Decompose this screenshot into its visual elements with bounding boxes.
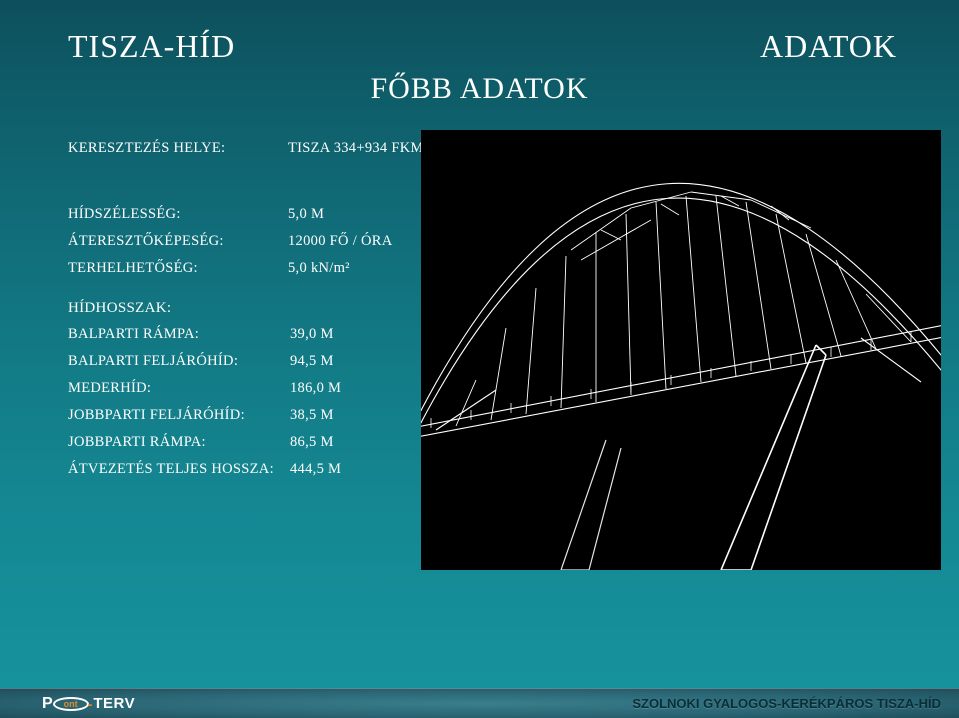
spec-label: JOBBPARTI FELJÁRÓHÍD: — [68, 407, 290, 424]
spec-row: BALPARTI FELJÁRÓHÍD: 94,5 M — [68, 353, 360, 370]
spec-subheading: HÍDHOSSZAK: — [68, 300, 171, 317]
spec-label: BALPARTI RÁMPA: — [68, 326, 290, 343]
spec-label: ÁTERESZTŐKÉPESÉG: — [68, 233, 288, 250]
spec-label: BALPARTI FELJÁRÓHÍD: — [68, 353, 290, 370]
spec-value: 39,0 M — [290, 326, 360, 343]
bridge-illustration — [421, 130, 941, 570]
spec-value: TISZA 334+934 FKM — [288, 140, 424, 157]
logo-text-terv: TERV — [93, 695, 135, 712]
bridge-svg — [421, 130, 941, 570]
spec-label: MEDERHÍD: — [68, 380, 290, 397]
logo-dash: - — [88, 696, 93, 712]
spec-value: 186,0 M — [290, 380, 360, 397]
logo-ellipse-icon: ont — [53, 697, 89, 711]
spec-label: HÍDSZÉLESSÉG: — [68, 206, 288, 223]
page-title-right: ADATOK — [760, 28, 897, 65]
spec-value: 12000 FŐ / ÓRA — [288, 233, 393, 250]
spec-value: 38,5 M — [290, 407, 360, 424]
spec-row: JOBBPARTI FELJÁRÓHÍD: 38,5 M — [68, 407, 360, 424]
spec-label: KERESZTEZÉS HELYE: — [68, 140, 288, 157]
spec-label: JOBBPARTI RÁMPA: — [68, 434, 290, 451]
spec-label: ÁTVEZETÉS TELJES HOSSZA: — [68, 461, 290, 478]
spec-row: TERHELHETŐSÉG: 5,0 kN/m² — [68, 260, 393, 277]
spec-block-spans: BALPARTI RÁMPA: 39,0 M BALPARTI FELJÁRÓH… — [68, 326, 360, 488]
page-title-center: FŐBB ADATOK — [0, 72, 959, 106]
spec-row: BALPARTI RÁMPA: 39,0 M — [68, 326, 360, 343]
spec-label: TERHELHETŐSÉG: — [68, 260, 288, 277]
page-title-left: TISZA-HÍD — [68, 28, 235, 65]
spec-row: KERESZTEZÉS HELYE: TISZA 334+934 FKM — [68, 140, 424, 157]
bridge-bg — [421, 130, 941, 570]
spec-block-location: KERESZTEZÉS HELYE: TISZA 334+934 FKM — [68, 140, 424, 167]
spec-block-general: HÍDSZÉLESSÉG: 5,0 M ÁTERESZTŐKÉPESÉG: 12… — [68, 206, 393, 287]
footer-caption: SZOLNOKI GYALOGOS-KERÉKPÁROS TISZA-HÍD — [632, 696, 941, 711]
logo: P ont - TERV — [42, 695, 135, 713]
spec-row: HÍDSZÉLESSÉG: 5,0 M — [68, 206, 393, 223]
spec-value: 5,0 M — [288, 206, 324, 223]
bridge-lines — [421, 183, 941, 570]
spec-value: 444,5 M — [290, 461, 360, 478]
logo-letter-p: P — [42, 695, 53, 713]
spec-row: JOBBPARTI RÁMPA: 86,5 M — [68, 434, 360, 451]
spec-row: ÁTERESZTŐKÉPESÉG: 12000 FŐ / ÓRA — [68, 233, 393, 250]
footer-bar: P ont - TERV SZOLNOKI GYALOGOS-KERÉKPÁRO… — [0, 688, 959, 718]
spec-value: 86,5 M — [290, 434, 360, 451]
spec-value: 5,0 kN/m² — [288, 260, 350, 277]
spec-value: 94,5 M — [290, 353, 360, 370]
spec-row: MEDERHÍD: 186,0 M — [68, 380, 360, 397]
slide-page: TISZA-HÍD ADATOK FŐBB ADATOK KERESZTEZÉS… — [0, 0, 959, 718]
spec-row: ÁTVEZETÉS TELJES HOSSZA: 444,5 M — [68, 461, 360, 478]
